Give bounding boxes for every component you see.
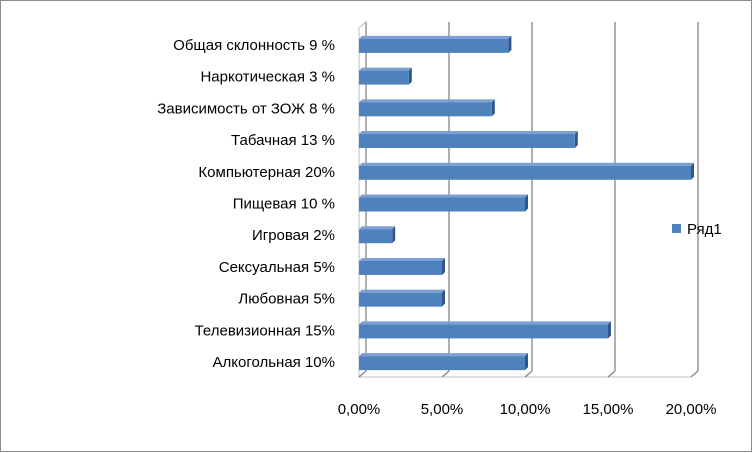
gridline-floor	[524, 370, 533, 378]
bar-face	[359, 134, 575, 149]
bar-top	[359, 321, 611, 325]
bar-side	[408, 67, 412, 85]
bar	[359, 226, 396, 244]
bar-top	[359, 289, 445, 293]
bar-face	[359, 38, 509, 53]
bar	[359, 257, 445, 275]
bar-face	[359, 165, 691, 180]
category-label: Компьютерная 20%	[198, 164, 335, 181]
bar	[359, 353, 528, 371]
bar-top	[359, 353, 528, 357]
bar-face	[359, 102, 492, 117]
bar-top	[359, 35, 512, 39]
bar-side	[442, 257, 445, 275]
bar	[359, 99, 495, 117]
bar-top	[359, 194, 528, 198]
bar-side	[691, 162, 694, 180]
bar-face	[359, 292, 442, 307]
legend-label-series-1: Ряд1	[687, 221, 722, 238]
category-label: Алкогольная 10%	[213, 354, 336, 371]
bar-top	[359, 226, 396, 230]
bar-side	[442, 289, 445, 307]
category-labels: Общая склонность 9 % Наркотическая 3 % Зав…	[157, 37, 335, 371]
bar-top	[359, 257, 445, 261]
bar	[359, 289, 445, 307]
category-label: Общая склонность 9 %	[173, 37, 335, 54]
x-tick-label: 5,00%	[421, 401, 464, 418]
x-tick-label: 0,00%	[338, 401, 381, 418]
bar	[359, 35, 512, 53]
bar	[359, 162, 694, 180]
bar-side	[491, 99, 495, 117]
bar-top	[359, 99, 495, 103]
bar-face	[359, 260, 442, 275]
bar	[359, 194, 528, 212]
category-label: Пищевая 10 %	[233, 196, 335, 213]
bar-face	[359, 229, 393, 244]
bar-side	[574, 131, 578, 149]
bar-side	[608, 321, 611, 339]
gridline-floor	[441, 370, 450, 378]
x-tick-label: 10,00%	[500, 401, 551, 418]
gridline-floor	[607, 370, 616, 378]
legend: Ряд1	[672, 221, 722, 238]
gridline-floor	[358, 370, 367, 378]
category-label: Любовная 5%	[238, 291, 335, 308]
x-tick-label: 15,00%	[583, 401, 634, 418]
category-label: Наркотическая 3 %	[200, 69, 335, 86]
legend-swatch	[672, 224, 681, 233]
category-label: Сексуальная 5%	[219, 259, 335, 276]
bar-face	[359, 70, 409, 85]
bar-side	[392, 226, 396, 244]
bar-top	[359, 162, 694, 166]
bar	[359, 67, 412, 85]
category-label: Табачная 13 %	[231, 132, 335, 149]
bar-side	[508, 35, 512, 53]
bar-face	[359, 197, 525, 212]
bar-top	[359, 131, 578, 135]
bar	[359, 131, 578, 149]
bar-side	[525, 194, 528, 212]
category-label: Игровая 2%	[252, 227, 335, 244]
category-label: Зависимость от ЗОЖ 8 %	[157, 100, 335, 117]
bars	[359, 35, 694, 371]
bar-face	[359, 324, 608, 339]
x-tick-label: 20,00%	[666, 401, 717, 418]
bar-face	[359, 356, 525, 371]
category-label: Телевизионная 15%	[195, 322, 335, 339]
bar-top	[359, 67, 412, 71]
x-tick-labels: 0,00% 5,00% 10,00% 15,00% 20,00%	[338, 401, 717, 418]
bar	[359, 321, 611, 339]
bar-side	[525, 353, 528, 371]
gridline-floor	[690, 370, 699, 378]
